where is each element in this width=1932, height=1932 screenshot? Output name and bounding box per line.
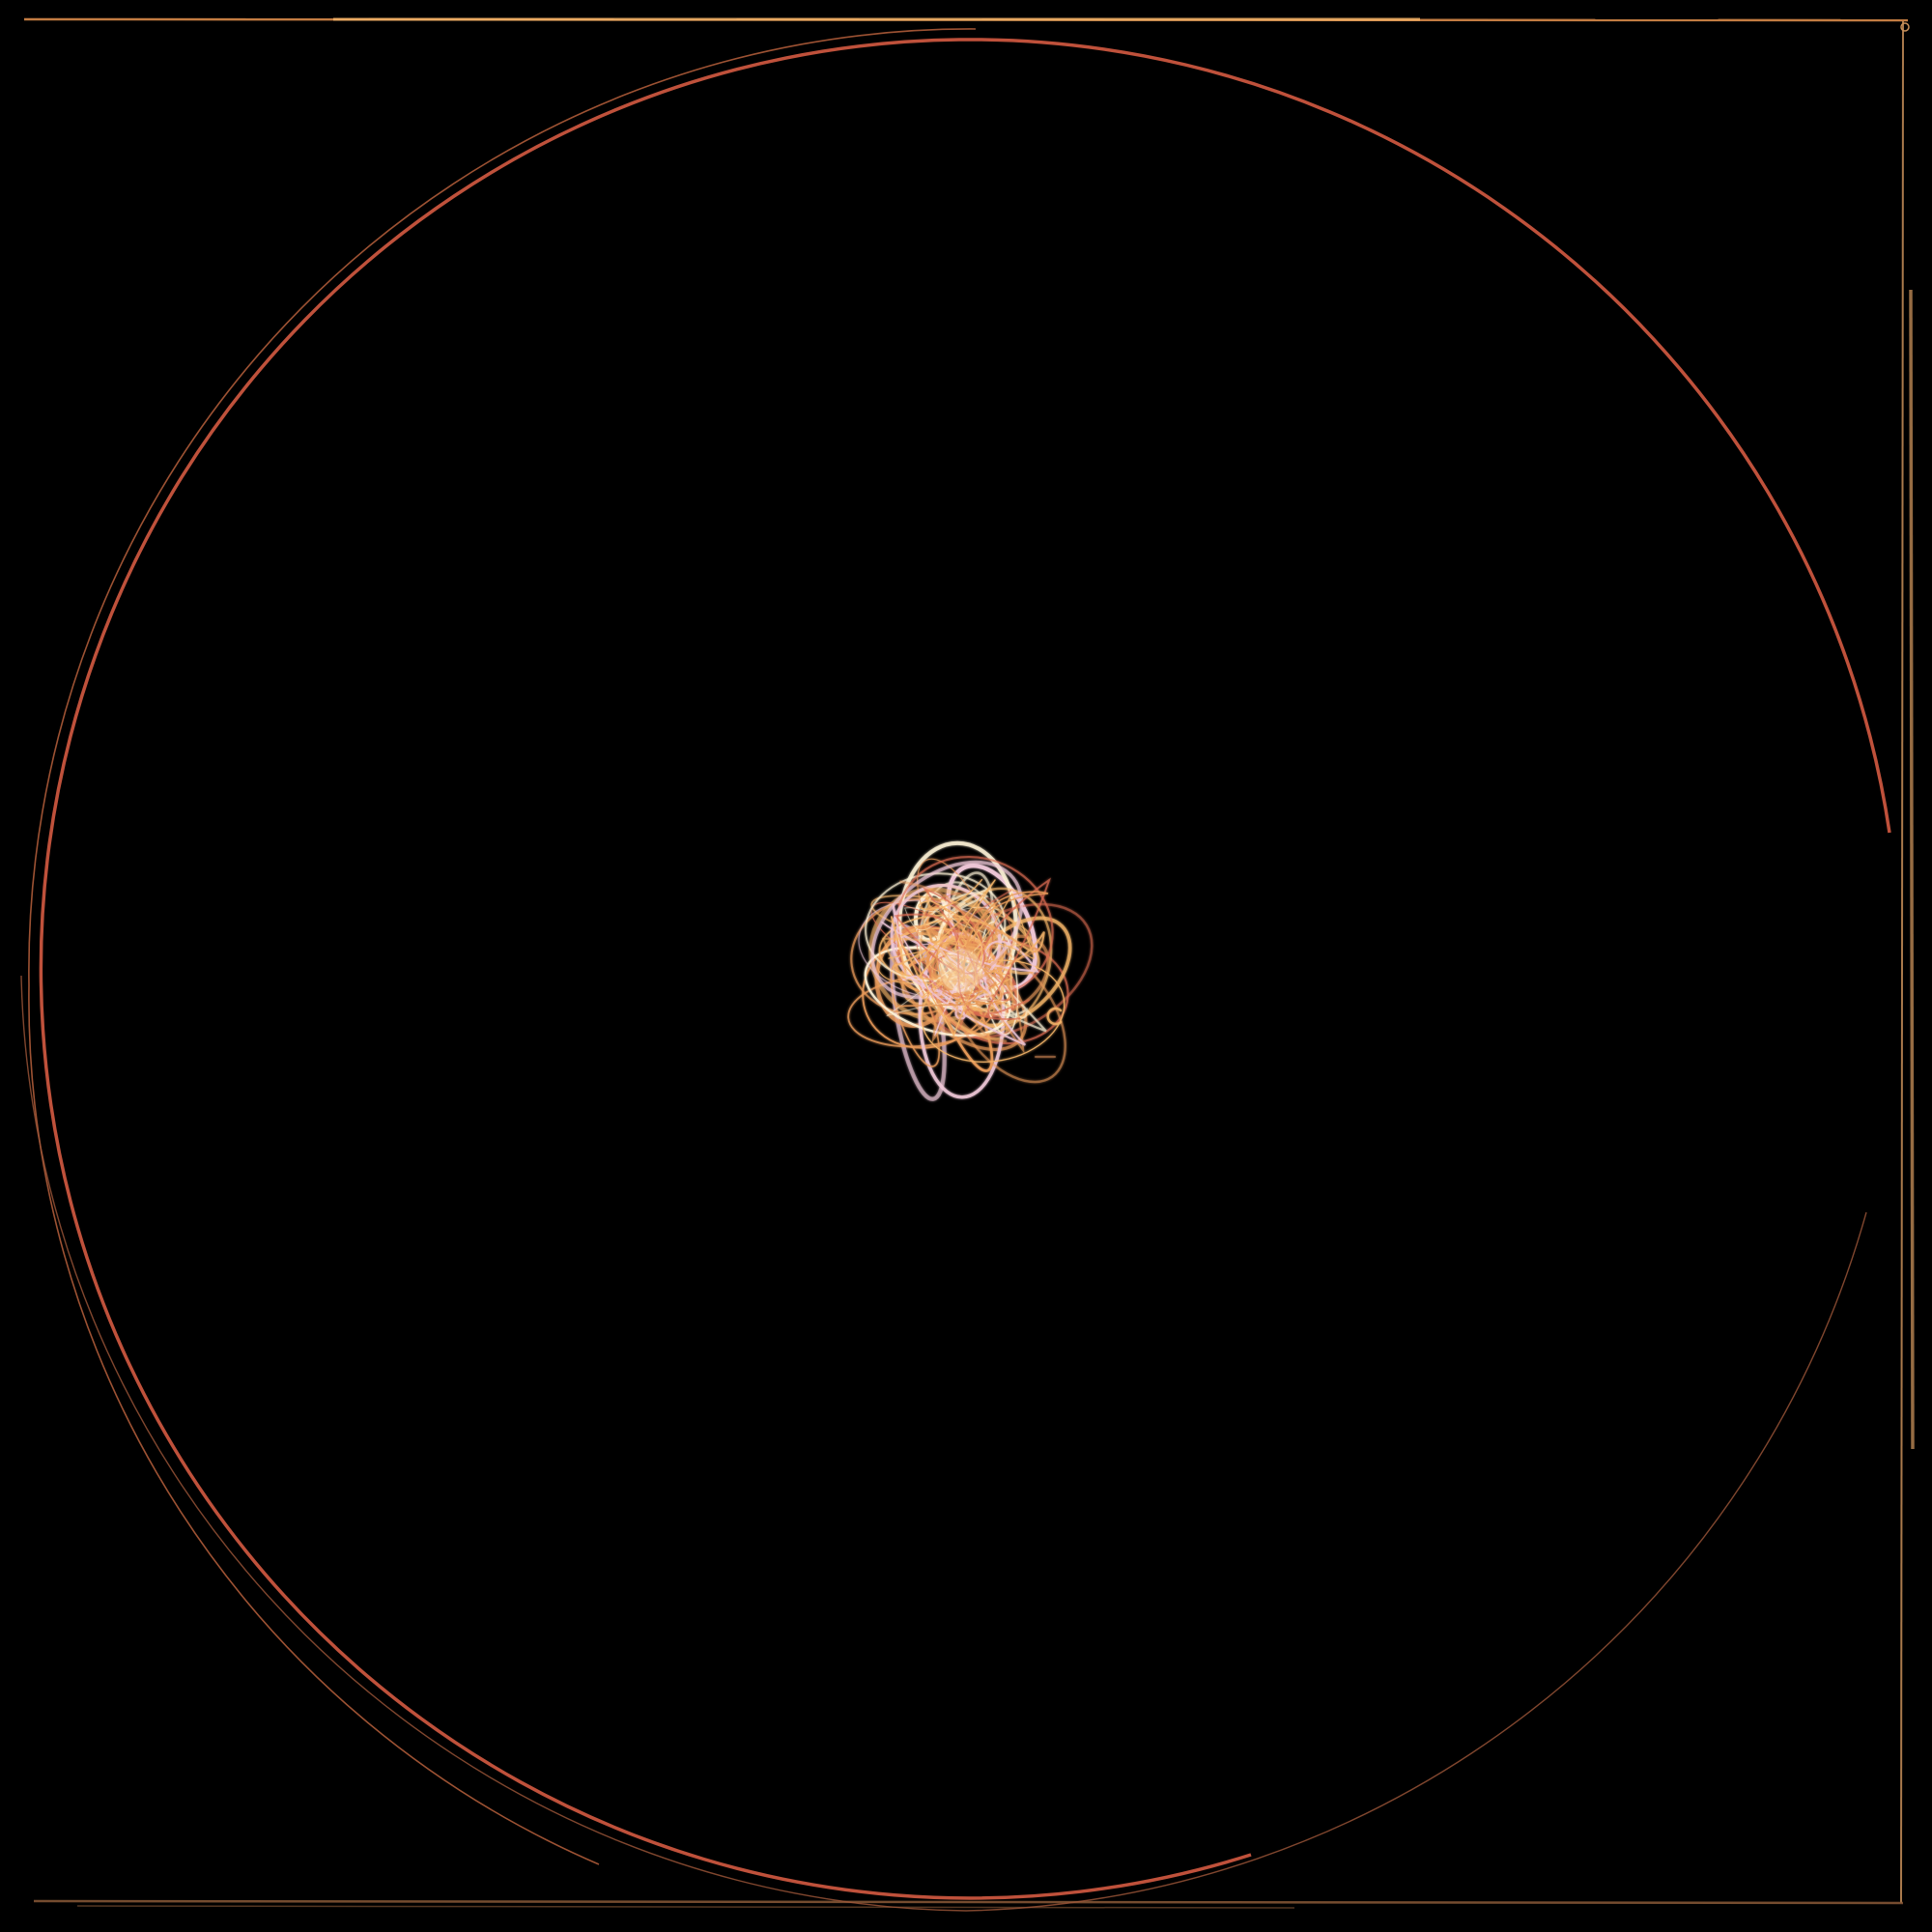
light-loop <box>890 962 941 1067</box>
light-squiggle <box>902 940 1039 1046</box>
right-light-line-inner <box>1909 289 1915 1450</box>
bottom-light-line <box>33 1899 1904 1905</box>
light-squiggle <box>886 903 1018 1017</box>
light-squiggle <box>882 904 1023 1040</box>
light-squiggle <box>894 877 1051 1020</box>
right-light-line <box>1900 20 1904 1904</box>
small-light-hook <box>1046 1007 1063 1026</box>
corner-light-dot <box>1900 22 1910 32</box>
light-squiggle <box>918 878 996 1037</box>
central-light-tangle <box>847 840 1094 1101</box>
main-red-ring-arc <box>39 38 1891 1900</box>
light-squiggle <box>890 916 1045 980</box>
bottom-light-line-faint <box>76 1905 1295 1909</box>
large-circular-light-trails <box>20 28 1891 1912</box>
bright-core <box>940 950 982 992</box>
outer-ring-arc-right <box>20 975 1867 1912</box>
inner-ring-arc <box>28 28 977 1865</box>
